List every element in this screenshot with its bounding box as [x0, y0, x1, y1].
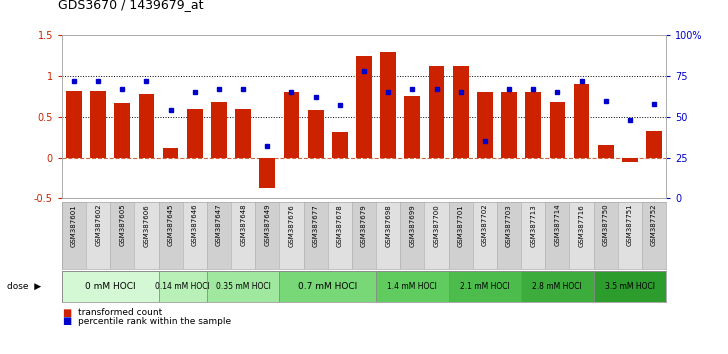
Bar: [211, 102, 227, 158]
Bar: [448, 202, 472, 269]
Bar: [66, 91, 82, 158]
Text: 0 mM HOCl: 0 mM HOCl: [85, 282, 135, 291]
Bar: [183, 202, 207, 269]
Bar: [405, 96, 420, 158]
Text: GSM387647: GSM387647: [216, 204, 222, 246]
Bar: [497, 202, 521, 269]
Bar: [86, 202, 110, 269]
Bar: [207, 202, 231, 269]
Bar: [308, 110, 323, 158]
Bar: [62, 202, 86, 269]
Text: GSM387699: GSM387699: [409, 204, 416, 246]
Bar: [380, 52, 396, 158]
Text: dose  ▶: dose ▶: [7, 282, 41, 291]
Text: GSM387606: GSM387606: [143, 204, 149, 246]
Text: GSM387713: GSM387713: [530, 204, 537, 246]
Bar: [280, 202, 304, 269]
Bar: [356, 56, 372, 158]
Bar: [259, 158, 275, 188]
Text: GSM387645: GSM387645: [167, 204, 174, 246]
Bar: [332, 132, 348, 158]
Bar: [187, 109, 202, 158]
Bar: [453, 66, 469, 158]
Text: GSM387752: GSM387752: [651, 204, 657, 246]
Bar: [598, 144, 614, 158]
Bar: [376, 271, 448, 302]
Text: GSM387605: GSM387605: [119, 204, 125, 246]
Bar: [135, 202, 159, 269]
Bar: [501, 92, 517, 158]
Bar: [593, 271, 666, 302]
Text: GSM387698: GSM387698: [385, 204, 391, 246]
Text: GDS3670 / 1439679_at: GDS3670 / 1439679_at: [58, 0, 204, 11]
Text: GSM387716: GSM387716: [579, 204, 585, 246]
Bar: [62, 271, 159, 302]
Text: ■: ■: [62, 316, 71, 326]
Bar: [328, 202, 352, 269]
Bar: [256, 202, 280, 269]
Text: 0.35 mM HOCl: 0.35 mM HOCl: [215, 282, 271, 291]
Text: GSM387649: GSM387649: [264, 204, 270, 246]
Text: GSM387714: GSM387714: [554, 204, 561, 246]
Bar: [376, 202, 400, 269]
Text: GSM387646: GSM387646: [191, 204, 198, 246]
Bar: [472, 202, 497, 269]
Bar: [550, 102, 565, 158]
Bar: [521, 202, 545, 269]
Text: ■: ■: [62, 308, 71, 318]
Bar: [159, 202, 183, 269]
Bar: [352, 202, 376, 269]
Text: GSM387703: GSM387703: [506, 204, 512, 246]
Text: 0.14 mM HOCl: 0.14 mM HOCl: [155, 282, 210, 291]
Text: GSM387678: GSM387678: [337, 204, 343, 246]
Text: percentile rank within the sample: percentile rank within the sample: [78, 317, 231, 326]
Bar: [622, 158, 638, 161]
Text: 2.8 mM HOCl: 2.8 mM HOCl: [532, 282, 582, 291]
Bar: [235, 109, 251, 158]
Text: GSM387677: GSM387677: [312, 204, 319, 246]
Bar: [207, 271, 280, 302]
Bar: [90, 91, 106, 158]
Bar: [400, 202, 424, 269]
Text: 3.5 mM HOCl: 3.5 mM HOCl: [605, 282, 655, 291]
Text: GSM387676: GSM387676: [288, 204, 295, 246]
Bar: [646, 131, 662, 158]
Bar: [448, 271, 521, 302]
Bar: [593, 202, 618, 269]
Bar: [429, 66, 444, 158]
Text: transformed count: transformed count: [78, 308, 162, 317]
Bar: [569, 202, 593, 269]
Bar: [304, 202, 328, 269]
Bar: [231, 202, 256, 269]
Text: GSM387702: GSM387702: [482, 204, 488, 246]
Bar: [521, 271, 593, 302]
Text: GSM387601: GSM387601: [71, 204, 77, 246]
Bar: [280, 271, 376, 302]
Bar: [163, 148, 178, 158]
Bar: [477, 92, 493, 158]
Bar: [526, 92, 541, 158]
Text: GSM387602: GSM387602: [95, 204, 101, 246]
Bar: [138, 94, 154, 158]
Bar: [424, 202, 448, 269]
Bar: [114, 103, 130, 158]
Bar: [159, 271, 207, 302]
Text: GSM387701: GSM387701: [458, 204, 464, 246]
Text: 1.4 mM HOCl: 1.4 mM HOCl: [387, 282, 438, 291]
Bar: [618, 202, 642, 269]
Bar: [110, 202, 135, 269]
Text: 2.1 mM HOCl: 2.1 mM HOCl: [460, 282, 510, 291]
Bar: [284, 92, 299, 158]
Text: GSM387648: GSM387648: [240, 204, 246, 246]
Text: 0.7 mM HOCl: 0.7 mM HOCl: [298, 282, 357, 291]
Bar: [545, 202, 569, 269]
Text: GSM387700: GSM387700: [433, 204, 440, 246]
Text: GSM387751: GSM387751: [627, 204, 633, 246]
Text: GSM387679: GSM387679: [361, 204, 367, 246]
Bar: [574, 84, 590, 158]
Bar: [642, 202, 666, 269]
Text: GSM387750: GSM387750: [603, 204, 609, 246]
